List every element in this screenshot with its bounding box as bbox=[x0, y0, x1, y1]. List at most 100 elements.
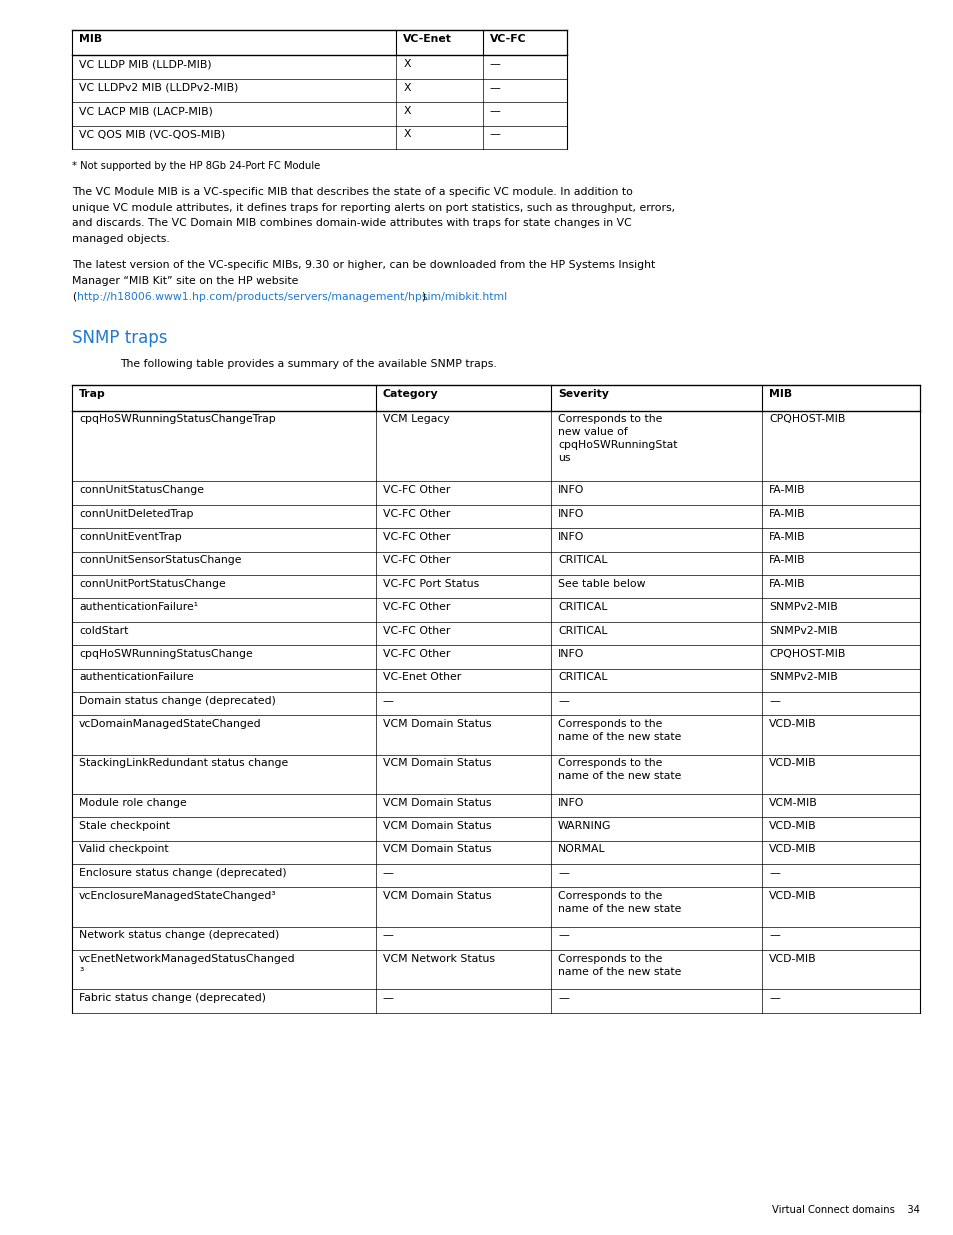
Text: VCM Domain Status: VCM Domain Status bbox=[382, 758, 491, 768]
Text: SNMPv2-MIB: SNMPv2-MIB bbox=[768, 672, 837, 683]
Text: VC QOS MIB (VC-QOS-MIB): VC QOS MIB (VC-QOS-MIB) bbox=[79, 130, 225, 140]
Text: Corresponds to the
name of the new state: Corresponds to the name of the new state bbox=[558, 758, 680, 782]
Text: VCD-MIB: VCD-MIB bbox=[768, 953, 816, 963]
Text: —: — bbox=[768, 993, 780, 1003]
Text: VCM-MIB: VCM-MIB bbox=[768, 798, 817, 808]
Text: vcEnclosureManagedStateChanged³: vcEnclosureManagedStateChanged³ bbox=[79, 892, 276, 902]
Text: connUnitDeletedTrap: connUnitDeletedTrap bbox=[79, 509, 193, 519]
Text: unique VC module attributes, it defines traps for reporting alerts on port stati: unique VC module attributes, it defines … bbox=[71, 203, 675, 212]
Text: —: — bbox=[558, 868, 568, 878]
Text: VC-FC Other: VC-FC Other bbox=[382, 626, 450, 636]
Text: cpqHoSWRunningStatusChangeTrap: cpqHoSWRunningStatusChangeTrap bbox=[79, 415, 275, 425]
Text: Corresponds to the
name of the new state: Corresponds to the name of the new state bbox=[558, 719, 680, 742]
Text: VC-FC Port Status: VC-FC Port Status bbox=[382, 579, 478, 589]
Text: X: X bbox=[403, 59, 411, 69]
Text: SNMP traps: SNMP traps bbox=[71, 330, 168, 347]
Text: CPQHOST-MIB: CPQHOST-MIB bbox=[768, 415, 844, 425]
Text: The latest version of the VC-specific MIBs, 9.30 or higher, can be downloaded fr: The latest version of the VC-specific MI… bbox=[71, 261, 655, 270]
Text: VC-FC Other: VC-FC Other bbox=[382, 650, 450, 659]
Text: —: — bbox=[768, 930, 780, 940]
Text: Category: Category bbox=[382, 389, 437, 399]
Text: authenticationFailure: authenticationFailure bbox=[79, 672, 193, 683]
Text: VCD-MIB: VCD-MIB bbox=[768, 758, 816, 768]
Text: connUnitEventTrap: connUnitEventTrap bbox=[79, 532, 182, 542]
Text: MIB: MIB bbox=[768, 389, 792, 399]
Text: * Not supported by the HP 8Gb 24-Port FC Module: * Not supported by the HP 8Gb 24-Port FC… bbox=[71, 161, 320, 170]
Text: VCM Domain Status: VCM Domain Status bbox=[382, 892, 491, 902]
Text: INFO: INFO bbox=[558, 650, 584, 659]
Text: and discards. The VC Domain MIB combines domain-wide attributes with traps for s: and discards. The VC Domain MIB combines… bbox=[71, 219, 631, 228]
Text: SNMPv2-MIB: SNMPv2-MIB bbox=[768, 626, 837, 636]
Text: Virtual Connect domains    34: Virtual Connect domains 34 bbox=[771, 1205, 919, 1215]
Text: CRITICAL: CRITICAL bbox=[558, 603, 607, 613]
Text: http://h18006.www1.hp.com/products/servers/management/hpsim/mibkit.html: http://h18006.www1.hp.com/products/serve… bbox=[77, 291, 506, 301]
Text: FA-MIB: FA-MIB bbox=[768, 485, 805, 495]
Text: X: X bbox=[403, 83, 411, 93]
Text: VCM Legacy: VCM Legacy bbox=[382, 415, 449, 425]
Text: SNMPv2-MIB: SNMPv2-MIB bbox=[768, 603, 837, 613]
Text: VC LLDPv2 MIB (LLDPv2-MIB): VC LLDPv2 MIB (LLDPv2-MIB) bbox=[79, 83, 238, 93]
Text: vcEnetNetworkManagedStatusChanged
³: vcEnetNetworkManagedStatusChanged ³ bbox=[79, 953, 295, 977]
Text: —: — bbox=[382, 930, 393, 940]
Text: FA-MIB: FA-MIB bbox=[768, 579, 805, 589]
Text: FA-MIB: FA-MIB bbox=[768, 532, 805, 542]
Text: Network status change (deprecated): Network status change (deprecated) bbox=[79, 930, 279, 940]
Text: connUnitSensorStatusChange: connUnitSensorStatusChange bbox=[79, 556, 241, 566]
Text: INFO: INFO bbox=[558, 509, 584, 519]
Text: StackingLinkRedundant status change: StackingLinkRedundant status change bbox=[79, 758, 288, 768]
Text: Valid checkpoint: Valid checkpoint bbox=[79, 845, 169, 855]
Text: INFO: INFO bbox=[558, 532, 584, 542]
Text: —: — bbox=[489, 106, 500, 116]
Text: —: — bbox=[489, 83, 500, 93]
Text: CRITICAL: CRITICAL bbox=[558, 626, 607, 636]
Text: cpqHoSWRunningStatusChange: cpqHoSWRunningStatusChange bbox=[79, 650, 253, 659]
Text: VCD-MIB: VCD-MIB bbox=[768, 892, 816, 902]
Text: FA-MIB: FA-MIB bbox=[768, 509, 805, 519]
Text: VCM Network Status: VCM Network Status bbox=[382, 953, 494, 963]
Text: FA-MIB: FA-MIB bbox=[768, 556, 805, 566]
Text: NORMAL: NORMAL bbox=[558, 845, 605, 855]
Text: connUnitPortStatusChange: connUnitPortStatusChange bbox=[79, 579, 226, 589]
Text: Enclosure status change (deprecated): Enclosure status change (deprecated) bbox=[79, 868, 286, 878]
Text: Trap: Trap bbox=[79, 389, 106, 399]
Text: —: — bbox=[382, 695, 393, 705]
Text: coldStart: coldStart bbox=[79, 626, 129, 636]
Text: —: — bbox=[489, 130, 500, 140]
Text: VC-FC Other: VC-FC Other bbox=[382, 532, 450, 542]
Text: VC-FC Other: VC-FC Other bbox=[382, 603, 450, 613]
Text: authenticationFailure¹: authenticationFailure¹ bbox=[79, 603, 198, 613]
Text: ).: ). bbox=[421, 291, 429, 301]
Text: X: X bbox=[403, 130, 411, 140]
Text: See table below: See table below bbox=[558, 579, 645, 589]
Text: (: ( bbox=[71, 291, 76, 301]
Text: —: — bbox=[382, 868, 393, 878]
Text: VC-Enet Other: VC-Enet Other bbox=[382, 672, 460, 683]
Text: —: — bbox=[558, 695, 568, 705]
Text: VCM Domain Status: VCM Domain Status bbox=[382, 845, 491, 855]
Text: VCD-MIB: VCD-MIB bbox=[768, 845, 816, 855]
Text: INFO: INFO bbox=[558, 485, 584, 495]
Text: Manager “MIB Kit” site on the HP website: Manager “MIB Kit” site on the HP website bbox=[71, 275, 298, 285]
Text: Module role change: Module role change bbox=[79, 798, 187, 808]
Text: CPQHOST-MIB: CPQHOST-MIB bbox=[768, 650, 844, 659]
Text: VCD-MIB: VCD-MIB bbox=[768, 821, 816, 831]
Text: INFO: INFO bbox=[558, 798, 584, 808]
Text: —: — bbox=[768, 868, 780, 878]
Text: VC LACP MIB (LACP-MIB): VC LACP MIB (LACP-MIB) bbox=[79, 106, 213, 116]
Text: VC-FC Other: VC-FC Other bbox=[382, 509, 450, 519]
Text: VC LLDP MIB (LLDP-MIB): VC LLDP MIB (LLDP-MIB) bbox=[79, 59, 212, 69]
Text: Severity: Severity bbox=[558, 389, 608, 399]
Text: X: X bbox=[403, 106, 411, 116]
Text: Stale checkpoint: Stale checkpoint bbox=[79, 821, 170, 831]
Text: VC-FC Other: VC-FC Other bbox=[382, 485, 450, 495]
Text: VC-FC Other: VC-FC Other bbox=[382, 556, 450, 566]
Text: managed objects.: managed objects. bbox=[71, 235, 170, 245]
Text: VCD-MIB: VCD-MIB bbox=[768, 719, 816, 729]
Text: VCM Domain Status: VCM Domain Status bbox=[382, 719, 491, 729]
Text: The following table provides a summary of the available SNMP traps.: The following table provides a summary o… bbox=[120, 359, 497, 369]
Text: Corresponds to the
new value of
cpqHoSWRunningStat
us: Corresponds to the new value of cpqHoSWR… bbox=[558, 415, 677, 463]
Text: Domain status change (deprecated): Domain status change (deprecated) bbox=[79, 695, 275, 705]
Text: VC-Enet: VC-Enet bbox=[403, 33, 452, 43]
Text: WARNING: WARNING bbox=[558, 821, 611, 831]
Text: Fabric status change (deprecated): Fabric status change (deprecated) bbox=[79, 993, 266, 1003]
